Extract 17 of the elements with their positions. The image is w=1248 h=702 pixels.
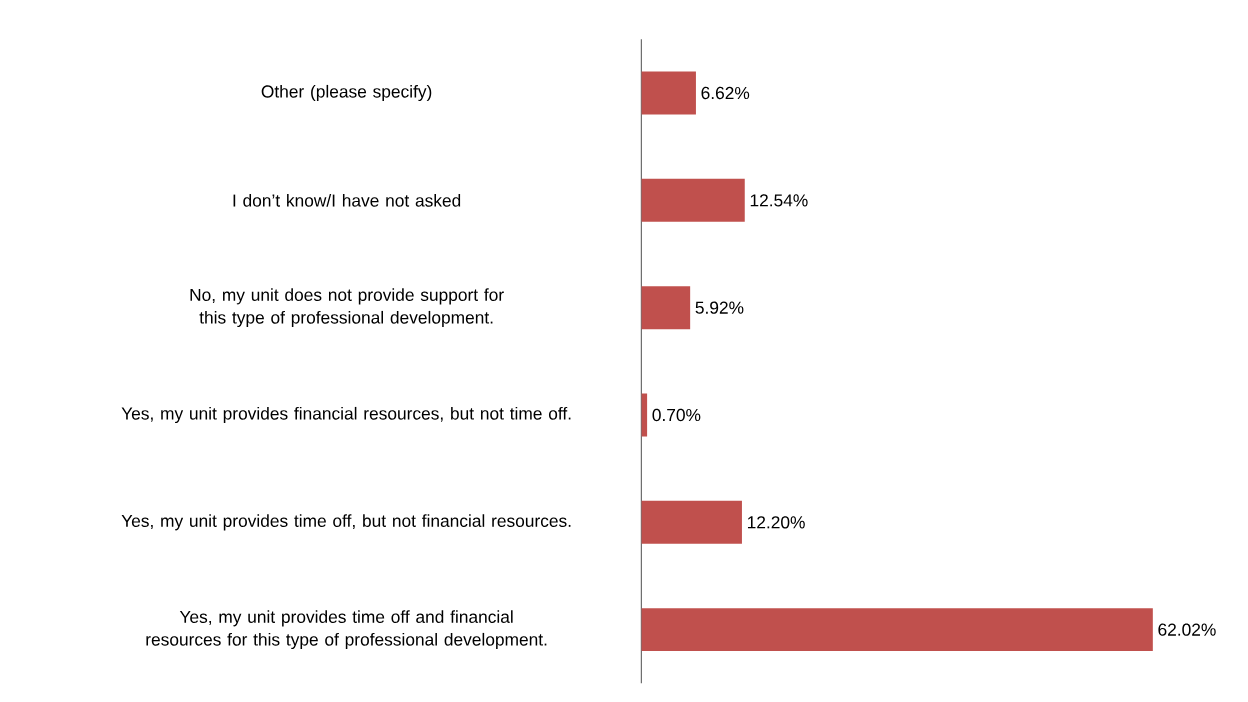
data-label: 6.62%	[701, 86, 750, 100]
y-tick-label: Other (please specify)	[261, 84, 432, 102]
y-tick-label: I don’t know/I have not asked	[233, 193, 461, 207]
bar	[641, 178, 745, 222]
data-label: 12.20%	[747, 516, 805, 529]
bar	[641, 71, 696, 115]
y-tick-label: Yes, my unit provides financial resources, but not time off.	[121, 406, 571, 424]
bar	[641, 286, 691, 330]
y-tick-label: Yes, my unit provides time off, but not financial resources.	[121, 514, 571, 531]
data-label: 0.70%	[652, 408, 701, 422]
y-tick-label: No, my unit does not provide support for this type of professional development.	[190, 288, 504, 328]
data-label: 62.02%	[1158, 623, 1216, 636]
data-label: 5.92%	[695, 301, 744, 314]
bar	[641, 500, 742, 544]
bar	[641, 608, 1153, 652]
y-tick-label: Yes, my unit provides time off and financial resources for this type of professional development.	[146, 610, 547, 650]
data-label: 12.54%	[750, 194, 808, 207]
